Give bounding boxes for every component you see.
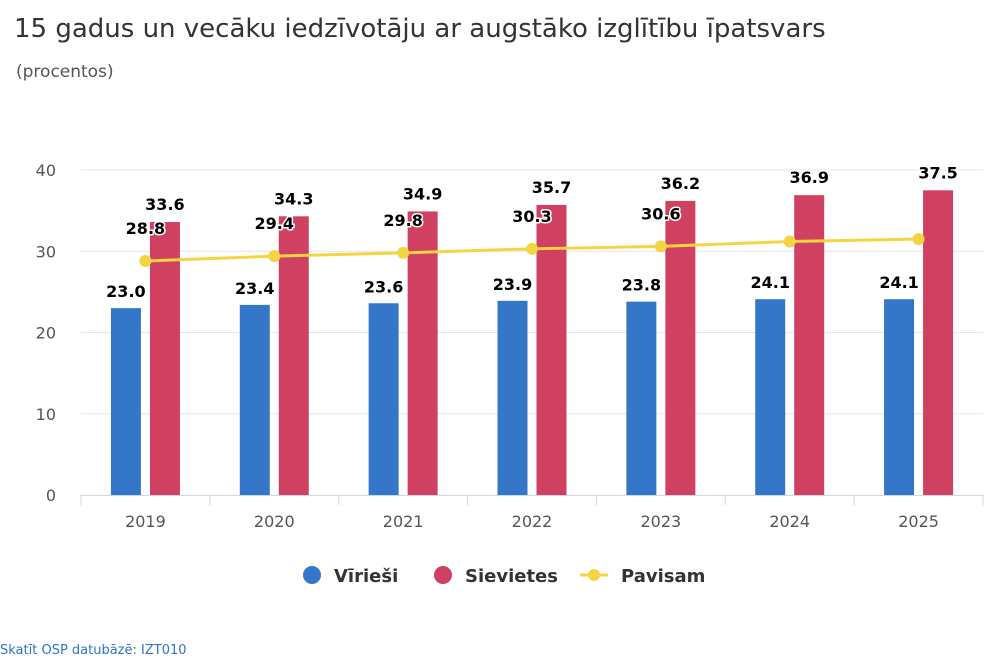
data-label-total: 29.4	[255, 214, 294, 233]
x-tick-label: 2025	[898, 512, 939, 531]
total-point[interactable]	[912, 233, 925, 246]
bar-women[interactable]	[923, 190, 954, 495]
bar-men[interactable]	[755, 299, 786, 495]
source-database-link[interactable]: Skatīt OSP datubāzē: IZT010	[0, 643, 187, 658]
y-tick-label: 40	[36, 161, 56, 180]
bar-women[interactable]	[536, 204, 567, 495]
legend: Vīrieši Sievietes Pavisam	[303, 566, 705, 587]
bar-men[interactable]	[110, 308, 141, 495]
grid-lines	[81, 169, 983, 415]
legend-item-men-label[interactable]: Vīrieši	[334, 566, 398, 587]
x-axis: 2019 2020 2021 2022 2023 2024 2025	[80, 495, 984, 531]
data-label-men: 23.0	[106, 282, 145, 301]
data-label-men: 24.1	[750, 273, 789, 292]
data-label-men: 24.1	[879, 273, 918, 292]
y-tick-label: 30	[36, 242, 56, 261]
data-label-men: 23.9	[493, 275, 532, 294]
total-point[interactable]	[268, 250, 281, 263]
data-label-women: 35.7	[532, 178, 571, 197]
bar-women[interactable]	[278, 216, 309, 495]
chart: 0 10 20 30 40 2019 2020 2021 2022 2023 2024 2025 2…	[36, 161, 984, 587]
total-point[interactable]	[783, 235, 796, 248]
legend-item-women-label[interactable]: Sievietes	[465, 566, 558, 587]
data-label-total: 30.6	[641, 204, 680, 223]
bar-women[interactable]	[149, 222, 180, 495]
data-labels: 23.0 33.6 23.4 34.3 23.6 34.9 23.9 35.7 23.8 36.2…	[105, 162, 960, 303]
y-tick-label: 10	[36, 405, 56, 424]
data-label-women: 36.9	[789, 168, 828, 187]
chart-subtitle: (procentos)	[16, 62, 114, 82]
bar-men[interactable]	[884, 299, 915, 495]
x-tick-label: 2019	[125, 512, 166, 531]
data-label-women: 37.5	[918, 163, 957, 182]
data-label-total: 29.8	[383, 211, 422, 230]
total-point[interactable]	[139, 255, 152, 267]
bar-women[interactable]	[407, 211, 438, 495]
legend-item-men-symbol[interactable]	[303, 566, 321, 584]
total-point[interactable]	[397, 246, 410, 259]
bars	[110, 190, 954, 495]
bar-women[interactable]	[794, 195, 825, 495]
data-label-total: 30.3	[512, 207, 551, 226]
x-tick-label: 2022	[512, 512, 553, 531]
data-label-women: 34.9	[403, 184, 442, 203]
bar-men[interactable]	[626, 301, 657, 495]
data-label-men: 23.8	[622, 276, 661, 295]
legend-item-total-symbol[interactable]	[588, 569, 600, 581]
chart-title: 15 gadus un vecāku iedzīvotāju ar augstā…	[14, 14, 826, 44]
total-line	[139, 233, 925, 267]
bar-men[interactable]	[497, 300, 528, 495]
y-axis: 0 10 20 30 40	[36, 161, 56, 505]
bar-men[interactable]	[368, 303, 399, 495]
x-tick-label: 2024	[769, 512, 810, 531]
data-label-total: 28.8	[126, 219, 165, 238]
total-point[interactable]	[654, 240, 667, 253]
bar-women[interactable]	[665, 200, 696, 495]
y-tick-label: 0	[46, 486, 56, 505]
data-label-women: 33.6	[145, 195, 184, 214]
data-label-women: 34.3	[274, 189, 313, 208]
x-tick-label: 2023	[640, 512, 681, 531]
total-point[interactable]	[526, 242, 538, 255]
y-tick-label: 20	[36, 324, 56, 343]
x-tick-label: 2021	[383, 512, 424, 531]
x-tick-label: 2020	[254, 512, 295, 531]
data-label-men: 23.6	[364, 277, 403, 296]
data-label-men: 23.4	[235, 279, 274, 298]
data-label-women: 36.2	[661, 174, 700, 193]
bar-men[interactable]	[239, 304, 270, 495]
legend-item-women-symbol[interactable]	[434, 566, 452, 584]
legend-item-total-label[interactable]: Pavisam	[621, 566, 705, 587]
